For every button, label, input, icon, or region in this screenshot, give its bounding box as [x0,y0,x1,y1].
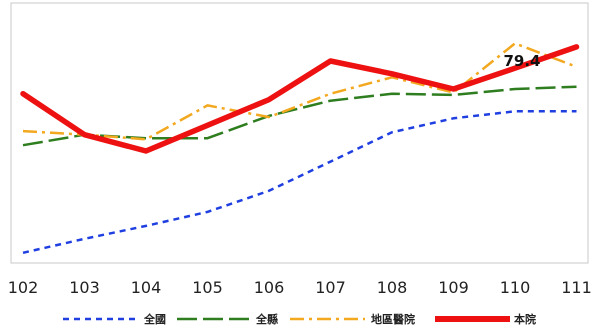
x-tick-label: 110 [500,278,531,297]
legend-item-0: 全國 [63,312,166,326]
x-tick-label: 109 [438,278,469,297]
x-tick-label: 103 [69,278,100,297]
series-line-3 [20,44,580,154]
x-axis-ticks: 102 103 104 105 106 107 108 109 110 111 [8,278,592,297]
legend-item-2: 地區醫院 [290,312,415,326]
x-tick-label: 105 [192,278,223,297]
series-line-0 [22,110,577,255]
x-tick-label: 106 [254,278,285,297]
legend-item-1: 全縣 [177,312,278,326]
legend-label: 地區醫院 [371,312,415,326]
x-tick-label: 104 [131,278,162,297]
legend-label: 全縣 [255,312,278,326]
series-line-2 [22,42,577,141]
x-tick-label: 107 [315,278,346,297]
legend-label: 本院 [514,312,536,326]
x-tick-label: 108 [377,278,408,297]
legend-label: 全國 [143,312,166,326]
legend: 全國 全縣 地區醫院 本院 [63,312,536,326]
series-layer [20,42,580,255]
x-tick-label: 102 [8,278,39,297]
x-tick-label: 111 [561,278,592,297]
plot-area-border [10,2,589,264]
data-label-0: 79.4 [503,52,540,70]
legend-item-3: 本院 [435,312,536,326]
annotation-layer: 79.4 [503,52,540,70]
